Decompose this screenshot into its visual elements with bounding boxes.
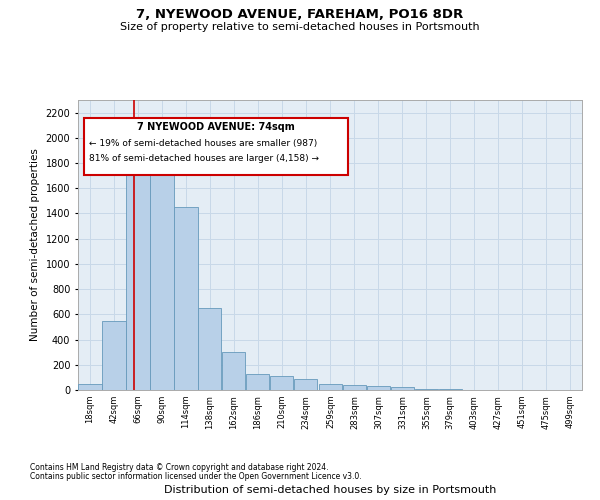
Bar	[294, 380, 317, 390]
Bar	[198, 308, 221, 390]
Bar	[150, 125, 173, 390]
Text: ← 19% of semi-detached houses are smaller (987): ← 19% of semi-detached houses are smalle…	[89, 139, 317, 148]
Text: Contains public sector information licensed under the Open Government Licence v3: Contains public sector information licen…	[30, 472, 362, 481]
Bar	[174, 207, 197, 390]
Text: Size of property relative to semi-detached houses in Portsmouth: Size of property relative to semi-detach…	[120, 22, 480, 32]
Bar	[270, 376, 293, 390]
Bar	[246, 374, 269, 390]
Bar	[102, 320, 125, 390]
Bar	[78, 384, 102, 390]
Bar	[343, 385, 366, 390]
Bar	[391, 388, 414, 390]
Y-axis label: Number of semi-detached properties: Number of semi-detached properties	[30, 148, 40, 342]
Text: 81% of semi-detached houses are larger (4,158) →: 81% of semi-detached houses are larger (…	[89, 154, 319, 163]
Bar	[319, 384, 342, 390]
Bar	[126, 125, 149, 390]
Bar	[222, 352, 245, 390]
Bar	[367, 386, 390, 390]
Text: 7, NYEWOOD AVENUE, FAREHAM, PO16 8DR: 7, NYEWOOD AVENUE, FAREHAM, PO16 8DR	[136, 8, 464, 20]
Bar	[415, 388, 438, 390]
Text: 7 NYEWOOD AVENUE: 74sqm: 7 NYEWOOD AVENUE: 74sqm	[137, 122, 295, 132]
Text: Contains HM Land Registry data © Crown copyright and database right 2024.: Contains HM Land Registry data © Crown c…	[30, 464, 329, 472]
Text: Distribution of semi-detached houses by size in Portsmouth: Distribution of semi-detached houses by …	[164, 485, 496, 495]
